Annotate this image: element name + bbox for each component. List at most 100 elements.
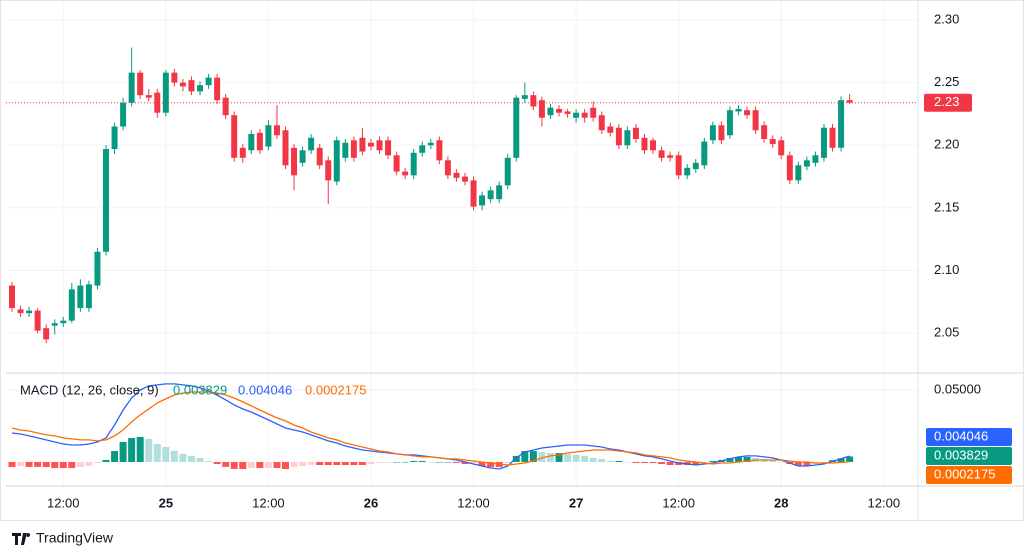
signal-line — [11, 391, 850, 466]
histogram-bar — [598, 458, 606, 462]
histogram-bar — [25, 461, 33, 467]
candle-body — [214, 77, 221, 101]
candle-body — [8, 285, 15, 309]
candle-body — [838, 100, 845, 148]
histogram-bar — [213, 461, 221, 464]
histogram-bar — [794, 461, 802, 467]
candle-body — [786, 155, 793, 181]
histogram-bar — [170, 450, 178, 462]
candle-body — [744, 110, 751, 116]
histogram-bar — [350, 461, 358, 465]
candle-body — [51, 323, 58, 326]
last-price-label: 2.23 — [934, 94, 959, 109]
candle-body — [376, 140, 383, 151]
candle-body — [43, 328, 50, 340]
candle-body — [470, 180, 477, 207]
candle-body — [154, 92, 161, 113]
histogram-bar — [709, 460, 717, 462]
histogram-bar — [68, 461, 76, 469]
histogram-bar — [264, 461, 272, 468]
candle-body — [282, 130, 289, 166]
candle-body — [68, 289, 75, 321]
candle-body — [145, 95, 152, 98]
candle-body — [436, 140, 443, 161]
histogram-bar — [17, 461, 25, 467]
histogram-bar — [162, 446, 170, 462]
marks — [6, 47, 918, 470]
histogram-bar — [769, 459, 777, 462]
candle-body — [26, 310, 33, 314]
axis-value-label: 0.004046 — [934, 428, 988, 443]
histogram-bar — [615, 460, 623, 462]
histogram-bar — [589, 457, 597, 462]
candle-body — [521, 95, 528, 99]
candle-body — [367, 142, 374, 147]
histogram-bar — [85, 461, 93, 467]
x-tick-label: 12:00 — [47, 495, 80, 510]
candle-body — [846, 100, 853, 103]
candle-body — [291, 147, 298, 176]
histogram-bar — [384, 461, 392, 463]
y-tick-label: 2.20 — [934, 137, 959, 152]
candle-body — [615, 127, 622, 146]
candle-body — [171, 72, 178, 83]
x-tick-label: 12:00 — [868, 495, 901, 510]
histogram-bar — [222, 461, 230, 467]
histogram-bar — [837, 458, 845, 462]
x-tick-label: 27 — [569, 495, 583, 510]
histogram-bar — [316, 461, 324, 465]
histogram-bar — [538, 452, 546, 462]
candle-body — [111, 126, 118, 150]
histogram-bar — [555, 453, 563, 462]
candle-body — [94, 251, 101, 286]
candle-body — [590, 107, 597, 118]
x-tick-label: 12:00 — [252, 495, 285, 510]
candle-body — [761, 125, 768, 140]
macd-title: MACD (12, 26, close, 9) — [20, 382, 159, 397]
candle-body — [718, 125, 725, 141]
histogram-bar — [256, 461, 264, 469]
candle-body — [162, 72, 169, 113]
histogram-bar — [136, 436, 144, 462]
candle-body — [427, 142, 434, 146]
y-tick-label: 2.25 — [934, 74, 959, 89]
histogram-bar — [273, 461, 281, 469]
histogram-bar — [692, 461, 700, 465]
histogram-bar — [239, 461, 247, 470]
histogram-bar — [111, 451, 119, 462]
candle-body — [573, 112, 580, 118]
histogram-bar — [179, 453, 187, 462]
y-tick-label: 2.15 — [934, 199, 959, 214]
candle-body — [675, 155, 682, 176]
candle-body — [410, 152, 417, 176]
chart-frame — [0, 0, 1024, 521]
candle-body — [265, 125, 272, 147]
candle-body — [709, 125, 716, 141]
histogram-bar — [51, 461, 59, 469]
histogram-bar — [290, 461, 298, 468]
histogram-bar — [444, 461, 452, 463]
histogram-bar — [358, 461, 366, 465]
candle-body — [496, 185, 503, 200]
macd-legend-value: 0.003829 — [173, 382, 227, 397]
candle-body — [829, 127, 836, 148]
histogram-bar — [333, 461, 341, 465]
candle-body — [684, 167, 691, 176]
histogram-bar — [640, 461, 648, 463]
histogram-bar — [572, 454, 580, 462]
histogram-bar — [435, 461, 443, 463]
x-tick-label: 12:00 — [457, 495, 490, 510]
candle-body — [77, 285, 84, 309]
histogram-bar — [777, 461, 785, 463]
candle-body — [205, 77, 212, 86]
brand: TradingView — [12, 530, 114, 546]
histogram-bar — [128, 438, 136, 462]
histogram-bar — [247, 461, 255, 469]
macd-legend-value: 0.0002175 — [305, 382, 366, 397]
y-tick-label: 2.10 — [934, 262, 959, 277]
histogram-bar — [666, 461, 674, 465]
candle-body — [624, 130, 631, 146]
brand-logo — [12, 533, 31, 545]
candle-body — [564, 111, 571, 114]
